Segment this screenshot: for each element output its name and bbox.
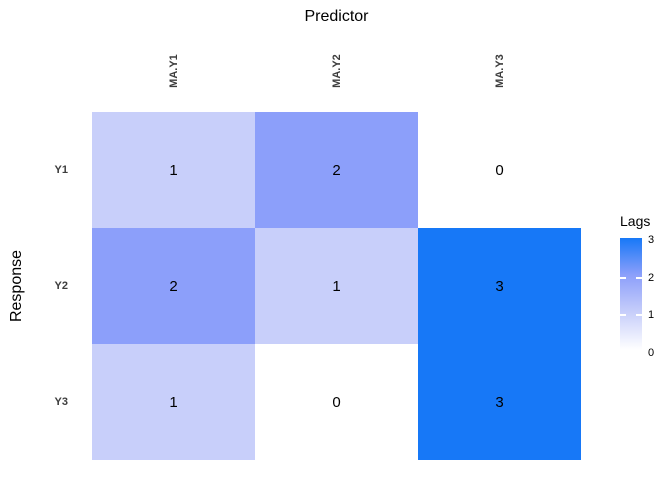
- legend-tick-label-1: 1: [648, 309, 655, 321]
- legend-tick-label-3: 3: [648, 234, 655, 246]
- column-axis-labels: MA.Y1 MA.Y2 MA.Y3: [92, 38, 581, 104]
- legend-tickmark: [636, 276, 642, 279]
- column-label-text: MA.Y2: [330, 54, 343, 88]
- legend-tickmark: [636, 314, 642, 316]
- heatmap-cell-y3-ma.y1: 1: [92, 344, 255, 460]
- column-label-text: MA.Y3: [493, 54, 506, 88]
- heatmap-cell-y2-ma.y3: 3: [418, 228, 581, 344]
- heatmap-cell-y1-ma.y2: 2: [255, 112, 418, 228]
- heatmap-cell-y3-ma.y2: 0: [255, 344, 418, 460]
- column-label-ma.y1: MA.Y1: [92, 38, 255, 104]
- heatmap-cell-y3-ma.y3: 3: [418, 344, 581, 460]
- column-label-text: MA.Y1: [167, 54, 180, 88]
- legend-title: Lags: [620, 213, 651, 229]
- row-label-y2: Y2: [54, 280, 68, 292]
- heatmap-cell-y2-ma.y2: 1: [255, 228, 418, 344]
- legend-tick-label-0: 0: [648, 346, 655, 359]
- legend-tickmark: [620, 314, 626, 316]
- x-axis-title: Predictor: [304, 8, 369, 25]
- row-axis-labels: Y1 Y2 Y3: [0, 112, 70, 460]
- heatmap-cell-y1-ma.y1: 1: [92, 112, 255, 228]
- column-label-ma.y2: MA.Y2: [255, 38, 418, 104]
- legend-tickmark: [620, 276, 626, 279]
- row-label-y1: Y1: [54, 164, 68, 176]
- heatmap-cell-y1-ma.y3: 0: [418, 112, 581, 228]
- heatmap-cell-y2-ma.y1: 2: [92, 228, 255, 344]
- row-label-y3: Y3: [54, 396, 68, 408]
- legend-tick-label-2: 2: [648, 271, 655, 284]
- legend-colorbar: [620, 238, 642, 350]
- column-label-ma.y3: MA.Y3: [418, 38, 581, 104]
